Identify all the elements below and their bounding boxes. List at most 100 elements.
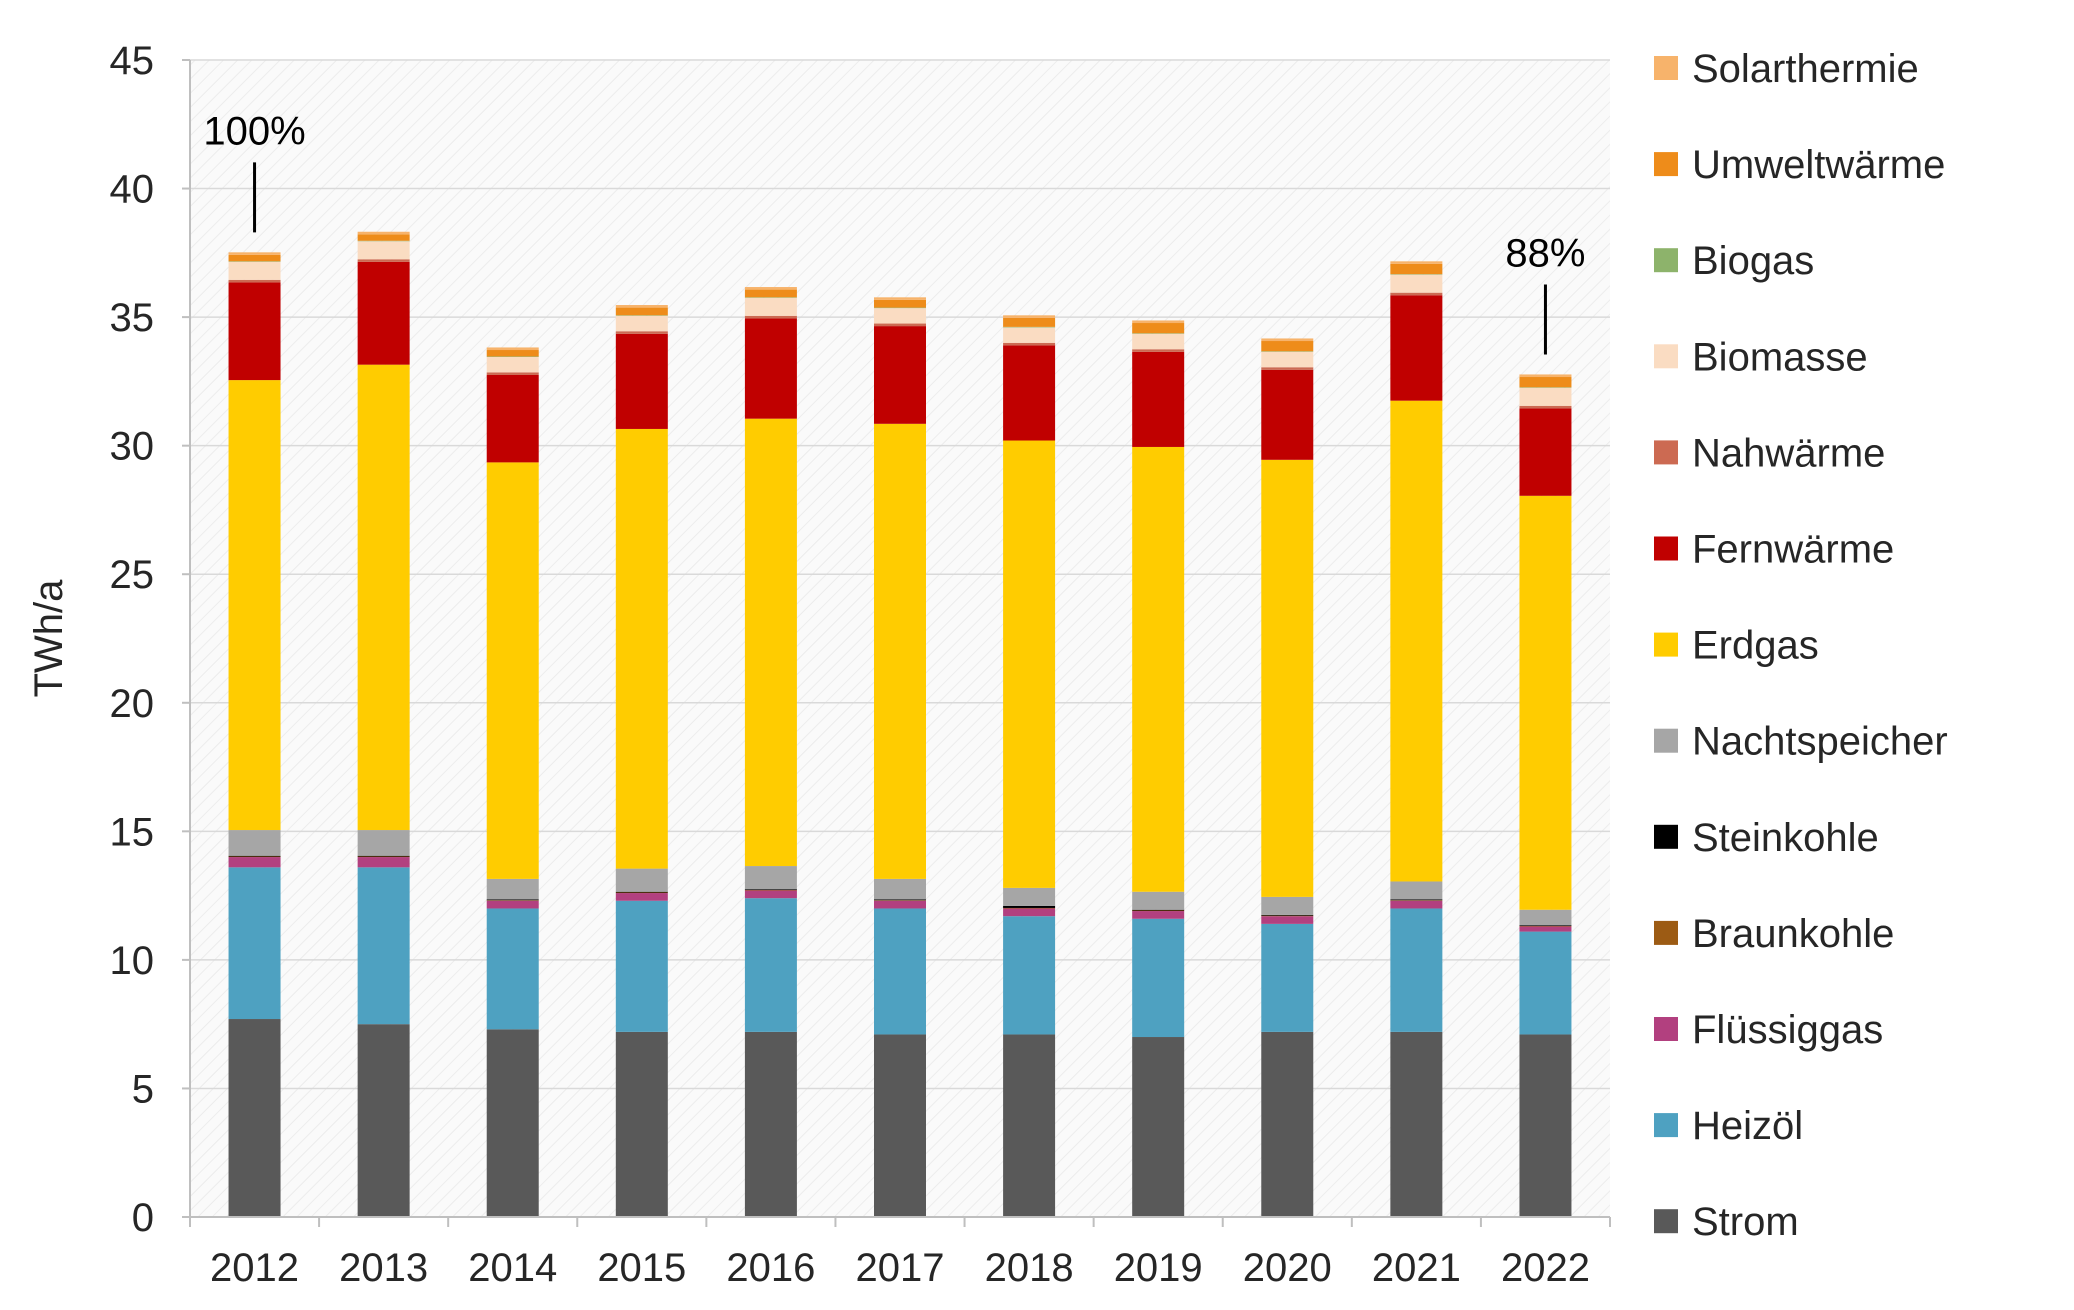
bar-segment-heizol-2016 <box>744 898 797 1032</box>
bar-segment-braunkohle-2020 <box>1261 915 1314 917</box>
bar-segment-nahwarme-2013 <box>357 259 410 262</box>
legend-item-nachtspeicher: Nachtspeicher <box>1654 720 1948 764</box>
bar-segment-steinkohle-2015 <box>615 891 668 893</box>
bar-segment-solarthermie-2022 <box>1519 374 1572 378</box>
bar-segment-nachtspeicher-2018 <box>1003 887 1056 906</box>
bar-segment-flussiggas-2017 <box>874 900 926 909</box>
bar-segment-nahwarme-2012 <box>228 279 281 283</box>
bar-segment-heizol-2012 <box>228 867 281 1020</box>
bar-segment-nachtspeicher-2022 <box>1519 909 1572 926</box>
bar-segment-umweltwarme-2015 <box>615 307 668 316</box>
axes-group <box>182 59 1611 1227</box>
bar-segment-biogas-2021 <box>1390 274 1443 275</box>
bar-segment-erdgas-2012 <box>228 380 281 831</box>
bar-segment-solarthermie-2019 <box>1132 320 1185 324</box>
legend-item-heizol: Heizöl <box>1654 1104 1803 1148</box>
bar-segment-strom-2014 <box>486 1029 539 1217</box>
bar-segment-biomasse-2013 <box>357 241 410 260</box>
bar-segment-flussiggas-2020 <box>1261 916 1314 924</box>
legend-label: Fernwärme <box>1692 528 1894 572</box>
bar-segment-biomasse-2015 <box>615 315 668 332</box>
bar-segment-heizol-2017 <box>874 908 926 1035</box>
bar-segment-heizol-2021 <box>1390 908 1443 1032</box>
bar-segment-steinkohle-2021 <box>1390 899 1443 901</box>
bar-segment-fernwarme-2022 <box>1519 408 1572 496</box>
bar-segment-biomasse-2012 <box>228 261 281 280</box>
bar-segment-nahwarme-2014 <box>486 372 539 375</box>
legend-label: Biogas <box>1692 239 1814 283</box>
bar-segment-solarthermie-2017 <box>874 297 926 300</box>
bar-segment-erdgas-2017 <box>874 423 926 879</box>
bar-segment-fernwarme-2020 <box>1261 369 1314 460</box>
bar-segment-umweltwarme-2014 <box>486 350 539 357</box>
bar-segment-steinkohle-2022 <box>1519 925 1572 926</box>
bar-segment-nahwarme-2019 <box>1132 349 1185 352</box>
bar-segment-flussiggas-2015 <box>615 893 668 901</box>
bars-group <box>228 231 1572 1217</box>
bar-segment-braunkohle-2019 <box>1132 910 1185 912</box>
annotation-label: 88% <box>1505 231 1585 275</box>
y-tick-label: 5 <box>132 1067 154 1111</box>
legend-swatch <box>1654 536 1678 561</box>
bar-segment-biogas-2018 <box>1003 326 1056 328</box>
legend-label: Flüssiggas <box>1692 1008 1883 1052</box>
bar-segment-nachtspeicher-2012 <box>228 830 281 856</box>
legend-item-nahwarme: Nahwärme <box>1654 431 1885 475</box>
legend-label: Braunkohle <box>1692 912 1894 956</box>
bar-segment-flussiggas-2013 <box>357 857 410 868</box>
y-tick-label: 40 <box>110 168 155 212</box>
bar-segment-umweltwarme-2013 <box>357 234 410 241</box>
x-tick-label: 2021 <box>1372 1246 1461 1290</box>
legend-label: Nachtspeicher <box>1692 720 1948 764</box>
bar-segment-biogas-2019 <box>1132 333 1185 334</box>
bar-segment-solarthermie-2018 <box>1003 315 1056 318</box>
legend-swatch <box>1654 248 1678 273</box>
legend-item-fernwarme: Fernwärme <box>1654 528 1894 572</box>
legend-swatch <box>1654 440 1678 465</box>
bar-segment-nachtspeicher-2013 <box>357 830 410 856</box>
bar-segment-flussiggas-2022 <box>1519 926 1572 932</box>
bar-segment-biogas-2013 <box>357 240 410 242</box>
bar-segment-strom-2019 <box>1132 1037 1185 1217</box>
bar-segment-fernwarme-2015 <box>615 333 668 429</box>
bar-segment-nachtspeicher-2017 <box>874 878 926 900</box>
bar-segment-nachtspeicher-2021 <box>1390 881 1443 900</box>
bar-segment-steinkohle-2019 <box>1132 909 1185 911</box>
bar-segment-flussiggas-2016 <box>744 890 797 899</box>
annotation-label: 100% <box>203 109 305 153</box>
legend-item-biomasse: Biomasse <box>1654 335 1868 379</box>
bar-segment-nachtspeicher-2019 <box>1132 891 1185 910</box>
bar-segment-strom-2017 <box>874 1034 926 1217</box>
bar-segment-fernwarme-2012 <box>228 282 281 381</box>
legend-swatch <box>1654 1017 1678 1041</box>
bar-segment-braunkohle-2021 <box>1390 900 1443 901</box>
annotations-group: 100% 88% <box>203 109 1585 355</box>
bar-segment-strom-2015 <box>615 1031 668 1217</box>
bar-segment-heizol-2022 <box>1519 931 1572 1035</box>
bar-segment-nachtspeicher-2014 <box>486 878 539 900</box>
bar-segment-strom-2016 <box>744 1031 797 1217</box>
bar-segment-nahwarme-2021 <box>1390 292 1443 296</box>
bar-segment-solarthermie-2016 <box>744 287 797 290</box>
bar-segment-umweltwarme-2012 <box>228 254 281 262</box>
legend-item-solarthermie: Solarthermie <box>1654 47 1919 91</box>
bar-segment-umweltwarme-2017 <box>874 299 926 308</box>
y-axis-title: TWh/a <box>27 579 71 698</box>
legend-swatch <box>1654 344 1678 369</box>
bar-segment-erdgas-2022 <box>1519 495 1572 910</box>
bar-segment-solarthermie-2020 <box>1261 338 1314 342</box>
bar-segment-erdgas-2021 <box>1390 400 1443 882</box>
bar-segment-nachtspeicher-2020 <box>1261 896 1314 915</box>
bar-segment-strom-2018 <box>1003 1034 1056 1217</box>
bar-segment-fernwarme-2021 <box>1390 295 1443 401</box>
legend-label: Solarthermie <box>1692 47 1919 91</box>
x-tick-label: 2022 <box>1501 1246 1590 1290</box>
bar-segment-erdgas-2019 <box>1132 446 1185 892</box>
bar-segment-biogas-2022 <box>1519 387 1572 388</box>
bar-segment-erdgas-2016 <box>744 418 797 867</box>
legend-item-strom: Strom <box>1654 1200 1799 1244</box>
bar-segment-flussiggas-2018 <box>1003 908 1056 917</box>
y-tick-label: 15 <box>110 810 155 854</box>
bar-segment-nahwarme-2017 <box>874 323 926 327</box>
